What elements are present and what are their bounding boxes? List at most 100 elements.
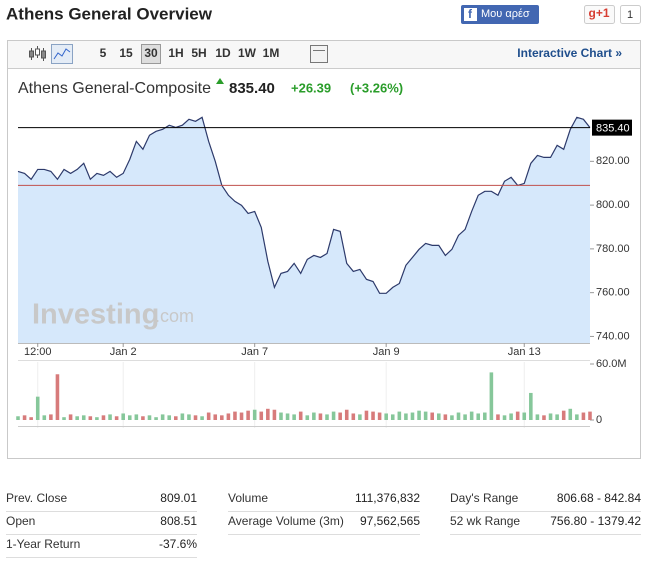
volume-bar [160,414,165,420]
volume-bar [548,413,553,420]
volume-bar [42,415,47,420]
volume-bar [108,414,112,420]
volume-bar [377,412,382,420]
volume-bar [496,414,500,420]
volume-bar [95,417,99,420]
volume-bar [483,412,487,420]
stat-label: Open [6,514,35,528]
x-tick-label: Jan 2 [110,346,137,358]
interval-button[interactable]: 5 [100,46,107,60]
interval-selected [141,44,161,64]
volume-bar [397,411,402,420]
like-label[interactable]: Μου αρέσ [481,8,530,20]
price-change-pct: (+3.26%) [350,80,403,95]
fb-f: f [468,7,473,21]
gplus-count-box [620,5,641,24]
fb-icon [464,8,477,21]
interactive-chart-link[interactable]: Interactive Chart » [517,46,622,60]
volume-bar [259,411,264,420]
volume-bar [450,415,454,420]
volume-bar [193,415,198,420]
volume-bar [469,411,474,420]
volume-bar [272,409,277,420]
area-icon-line [53,48,71,60]
stat-value: 808.51 [160,514,197,528]
x-tick-label: Jan 9 [373,346,400,358]
volume-bar [410,412,415,420]
interval-button[interactable]: 15 [119,46,133,60]
volume-tick-label: 0 [596,414,602,426]
candle-icon[interactable] [29,46,46,61]
volume-bar [423,411,428,420]
price-line [17,116,591,294]
like-button[interactable] [461,5,539,24]
area [18,117,590,343]
volume-bar [239,412,244,420]
volume-bar [226,413,231,420]
volume-bar [476,413,481,420]
x-tick-label: 12:00 [24,346,52,358]
volume-bar [141,416,145,420]
stat-value: 111,376,832 [355,491,420,505]
volume-bar [75,416,79,420]
gplus-label[interactable]: g+1 [588,6,609,20]
interval-button[interactable]: 5H [191,46,206,60]
interval-button[interactable]: 1H [168,46,183,60]
volume-bar [522,412,527,420]
volume-bar [200,416,204,420]
volume-bar [88,416,93,420]
volume-bar [331,411,336,420]
interval-button[interactable]: 1W [238,46,257,60]
volume-bar [121,413,125,420]
volume-bar [325,414,329,420]
volume-bar [68,414,73,420]
price-tag [592,119,632,136]
gplus-button[interactable] [584,5,615,24]
x-tick-label: Jan 7 [241,346,268,358]
volume-bar [16,416,20,420]
volume-bar [114,416,119,420]
price-tag-label: 835.40 [596,123,630,135]
y-tick-label: 800.00 [596,199,630,211]
area-icon[interactable] [51,44,73,64]
stat-label: 52 wk Range [450,514,520,528]
volume-bar [555,414,559,420]
volume-bar [535,414,540,420]
volume-bar [101,415,106,420]
volume-bar [49,414,53,420]
interval-button[interactable]: 1D [215,46,231,60]
stat-label: Volume [228,491,268,505]
volume-bar [154,417,158,420]
volume-bar [351,413,356,420]
page-title: Athens General Overview [6,4,213,23]
volume-bar [509,413,513,420]
up-arrow [216,78,224,84]
volume-bar [279,412,283,420]
x-tick-label: Jan 13 [508,346,541,358]
volume-bar [29,417,33,420]
instrument-name: Athens General-Composite [18,80,211,97]
gplus-count: 1 [627,9,633,21]
volume-bar [436,413,441,420]
volume-bar [298,411,303,420]
volume-bar [430,412,434,420]
volume-tick-label: 60.0M [596,358,627,370]
y-tick-label: 780.00 [596,243,630,255]
volume-bar [213,414,218,420]
volume-bar [542,415,546,420]
watermark-suffix: .com [155,306,194,326]
volume-bar [187,414,191,420]
volume-bar [174,416,178,420]
volume-bar [489,372,494,420]
settings-icon[interactable] [310,45,328,63]
volume-bar [384,413,388,420]
interval-button[interactable]: 1M [263,46,280,60]
volume-bar [220,415,224,420]
volume-bar [358,414,362,420]
stat-value: 809.01 [160,491,197,505]
y-tick-label: 820.00 [596,155,630,167]
volume-bar [364,410,369,420]
volume-bar [581,412,586,420]
volume-bar [318,413,323,420]
interval-button[interactable]: 30 [144,46,158,60]
